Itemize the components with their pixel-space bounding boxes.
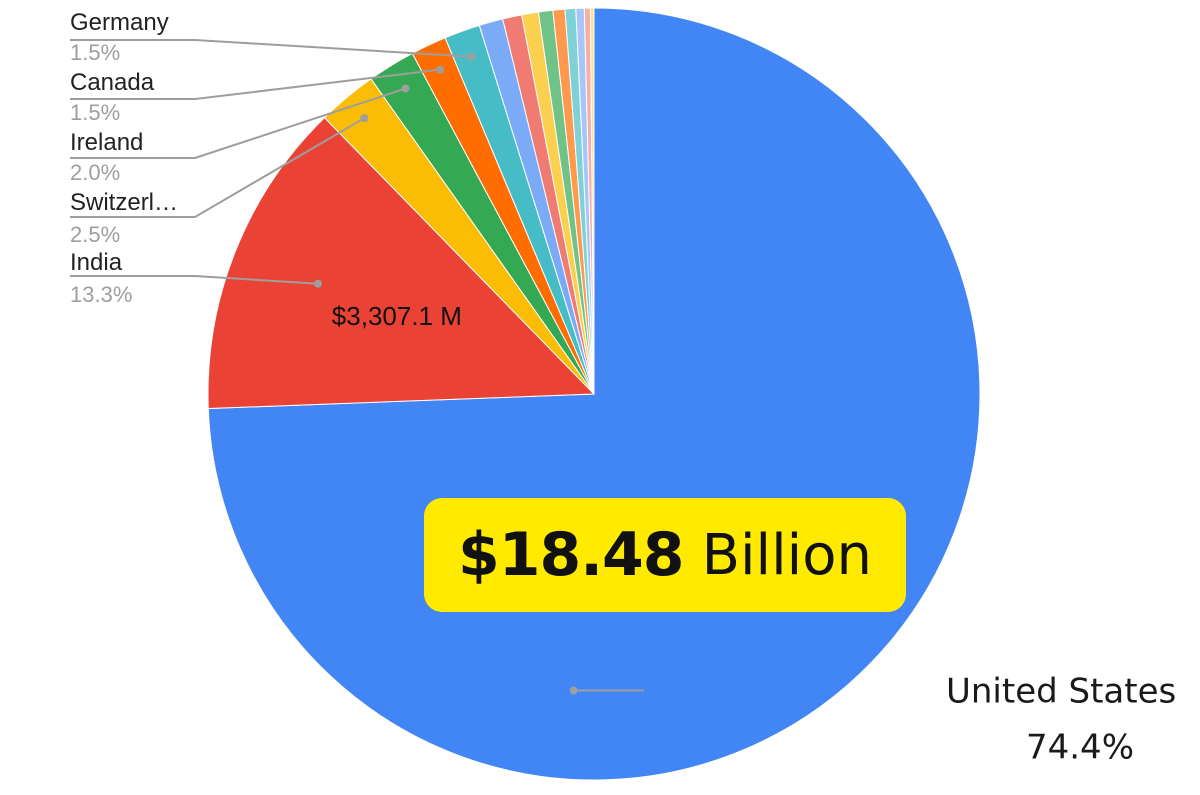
label-percent-switzerl: 2.5% [70, 222, 120, 247]
total-unit: Billion [701, 522, 872, 588]
leader-line-canada [70, 68, 441, 100]
label-percent-germany: 1.5% [70, 40, 120, 65]
label-percent-canada: 1.5% [70, 100, 120, 125]
labels-layer: United States 74.4% India 13.3% $3,307.1 M Sw… [70, 9, 1176, 768]
total-badge: $18.48 Billion [424, 498, 906, 612]
total-amount: $18.48 [458, 520, 685, 590]
leader-line-switzerl [70, 117, 365, 218]
label-name-canada: Canada [70, 69, 155, 96]
leader-line-ireland [70, 87, 406, 159]
label-percent-ireland: 2.0% [70, 160, 120, 185]
label-name-germany: Germany [70, 9, 169, 36]
label-name-united-states: United States [946, 672, 1176, 712]
leader-lines-layer [70, 39, 644, 695]
leader-line-germany [70, 39, 472, 58]
slices-layer [207, 7, 981, 781]
label-name-switzerl: Switzerl… [70, 189, 178, 216]
slice-15 [589, 7, 595, 395]
label-percent-india: 13.3% [70, 282, 132, 307]
leader-line-india [70, 275, 319, 285]
label-name-ireland: Ireland [70, 129, 143, 156]
label-percent-united-states: 74.4% [1026, 728, 1134, 768]
slice-value-label-india: $3,307.1 M [332, 301, 462, 331]
slice-india [207, 116, 596, 410]
label-name-india: India [70, 249, 123, 276]
